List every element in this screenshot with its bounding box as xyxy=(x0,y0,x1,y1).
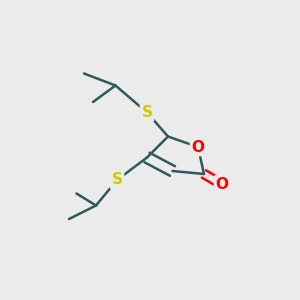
Text: O: O xyxy=(215,177,229,192)
Text: O: O xyxy=(191,140,205,154)
Text: S: S xyxy=(112,172,122,188)
Text: S: S xyxy=(142,105,152,120)
